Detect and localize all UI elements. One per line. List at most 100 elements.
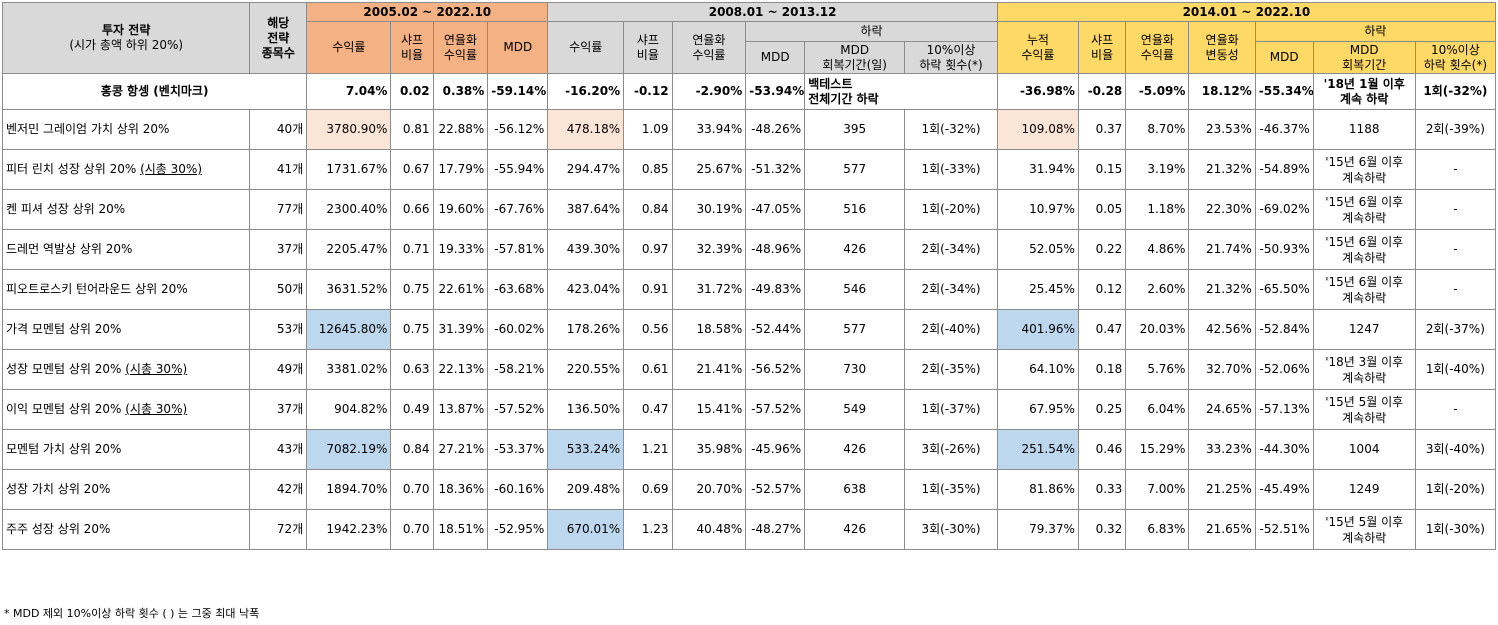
period2-cell: 730 <box>804 349 906 390</box>
table-row: 피오트로스키 턴어라운드 상위 20% 50개 3631.52% 0.75 22.61%… <box>1 269 1497 310</box>
strategy-name-text: 벤저민 그레이엄 가치 상위 20% <box>6 122 170 136</box>
period3-cell: 79.37% <box>996 509 1079 550</box>
strategy-header-sub: (시가 총액 하위 20%) <box>69 38 184 52</box>
period2-cell: 670.01% <box>547 509 625 550</box>
period1-cell: -60.02% <box>487 309 549 350</box>
stock-count: 41개 <box>249 149 308 190</box>
period2-cell: 423.04% <box>547 269 625 310</box>
period3-cell: - <box>1414 389 1497 430</box>
period3-cell: 401.96% <box>996 309 1079 350</box>
period1-cell: 2205.47% <box>306 229 392 270</box>
period3-cell: -57.13% <box>1254 389 1314 430</box>
period3-cell: 22.30% <box>1188 189 1256 230</box>
period2-cell: -48.96% <box>745 229 806 270</box>
table-row: 성장 가치 상위 20% 42개 1894.70% 0.70 18.36% -60.16%… <box>1 469 1497 510</box>
period2-decline-col-header: MDD 회복기간(일) <box>804 41 906 74</box>
benchmark-cell: -36.98% <box>996 73 1079 110</box>
period3-cell: 6.83% <box>1125 509 1190 550</box>
period3-cell: 15.29% <box>1125 429 1190 470</box>
period1-cell: 22.88% <box>432 109 489 150</box>
period1-col-header: MDD <box>487 21 549 74</box>
period2-cell: -49.83% <box>745 269 806 310</box>
period2-cell: -48.26% <box>745 109 806 150</box>
period3-cell: -65.50% <box>1254 269 1314 310</box>
period2-cell: 220.55% <box>547 349 625 390</box>
benchmark-name: 홍콩 항셍 (벤치마크) <box>1 73 308 110</box>
period1-cell: 0.84 <box>390 429 434 470</box>
period3-cell: 0.32 <box>1077 509 1127 550</box>
period3-cell: 0.05 <box>1077 189 1127 230</box>
period2-cell: 2회(-34%) <box>904 229 998 270</box>
period2-cell: 0.47 <box>623 389 673 430</box>
period2-cell: 0.61 <box>623 349 673 390</box>
period3-col-header: 누적 수익률 <box>996 21 1079 74</box>
stock-count: 40개 <box>249 109 308 150</box>
period3-cell: 21.32% <box>1188 149 1256 190</box>
period3-cell: 0.25 <box>1077 389 1127 430</box>
period2-decline-header: 하락 <box>745 21 998 42</box>
period3-cell: -45.49% <box>1254 469 1314 510</box>
period3-cell: -69.02% <box>1254 189 1314 230</box>
period1-cell: 0.63 <box>390 349 434 390</box>
period2-cell: 3회(-26%) <box>904 429 998 470</box>
period1-cell: 3381.02% <box>306 349 392 390</box>
benchmark-cell: -59.14% <box>487 73 549 110</box>
period3-cell: '15년 6월 이후 계속하락 <box>1312 189 1416 230</box>
period2-cell: 2회(-34%) <box>904 269 998 310</box>
period2-col-header: 샤프 비율 <box>623 21 673 74</box>
period3-cell: '15년 5월 이후 계속하락 <box>1312 509 1416 550</box>
period2-cell: 533.24% <box>547 429 625 470</box>
period3-decline-header: 하락 <box>1254 21 1497 42</box>
period2-cell: 426 <box>804 509 906 550</box>
period2-cell: 1.09 <box>623 109 673 150</box>
period3-cell: 64.10% <box>996 349 1079 390</box>
period1-cell: 17.79% <box>432 149 489 190</box>
period2-cell: 426 <box>804 429 906 470</box>
period2-col-header: 연율화 수익률 <box>671 21 747 74</box>
period1-cell: 22.13% <box>432 349 489 390</box>
period3-cell: 1188 <box>1312 109 1416 150</box>
period3-cell: '15년 6월 이후 계속하락 <box>1312 269 1416 310</box>
period2-cell: -48.27% <box>745 509 806 550</box>
period3-cell: 23.53% <box>1188 109 1256 150</box>
period1-cell: -58.21% <box>487 349 549 390</box>
stock-count: 43개 <box>249 429 308 470</box>
period3-cell: '18년 3월 이후 계속하락 <box>1312 349 1416 390</box>
period2-cell: 2회(-35%) <box>904 349 998 390</box>
period1-cell: 0.75 <box>390 309 434 350</box>
period3-cell: 3.19% <box>1125 149 1190 190</box>
table-row: 가격 모멘텀 상위 20% 53개 12645.80% 0.75 31.39% -60.0… <box>1 309 1497 350</box>
period2-cell: 638 <box>804 469 906 510</box>
strategy-name: 가격 모멘텀 상위 20% <box>1 309 251 350</box>
period1-cell: -63.68% <box>487 269 549 310</box>
strategy-name: 벤저민 그레이엄 가치 상위 20% <box>1 109 251 150</box>
strategy-performance-table: 투자 전략 (시가 총액 하위 20%) 해당 전략 종목수 2005.02 ~… <box>1 2 1497 550</box>
period1-cell: 0.75 <box>390 269 434 310</box>
period3-header: 2014.01 ~ 2022.10 <box>996 2 1497 22</box>
period3-cell: -46.37% <box>1254 109 1314 150</box>
period1-cell: 0.67 <box>390 149 434 190</box>
period3-cell: -50.93% <box>1254 229 1314 270</box>
period2-cell: 577 <box>804 309 906 350</box>
benchmark-cell: 0.02 <box>390 73 434 110</box>
period1-cell: -57.81% <box>487 229 549 270</box>
strategy-name: 드레먼 역발상 상위 20% <box>1 229 251 270</box>
strategy-name-text: 가격 모멘텀 상위 20% <box>6 322 122 336</box>
period3-cell: 0.15 <box>1077 149 1127 190</box>
period3-cell: '15년 6월 이후 계속하락 <box>1312 149 1416 190</box>
benchmark-cell: 18.12% <box>1188 73 1256 110</box>
period2-cell: 209.48% <box>547 469 625 510</box>
period2-cell: -52.44% <box>745 309 806 350</box>
period1-cell: -60.16% <box>487 469 549 510</box>
period2-cell: -52.57% <box>745 469 806 510</box>
period3-col-header: 연율화 수익률 <box>1125 21 1190 74</box>
strategy-name-text: 성장 가치 상위 20% <box>6 482 111 496</box>
period2-header: 2008.01 ~ 2013.12 <box>547 2 998 22</box>
period1-cell: 0.71 <box>390 229 434 270</box>
period1-cell: -67.76% <box>487 189 549 230</box>
strategy-name: 이익 모멘텀 상위 20% (시총 30%) <box>1 389 251 430</box>
period1-cell: 3780.90% <box>306 109 392 150</box>
period1-cell: 0.81 <box>390 109 434 150</box>
period3-cell: 0.37 <box>1077 109 1127 150</box>
strategy-name-suffix: (시총 30%) <box>125 362 188 376</box>
